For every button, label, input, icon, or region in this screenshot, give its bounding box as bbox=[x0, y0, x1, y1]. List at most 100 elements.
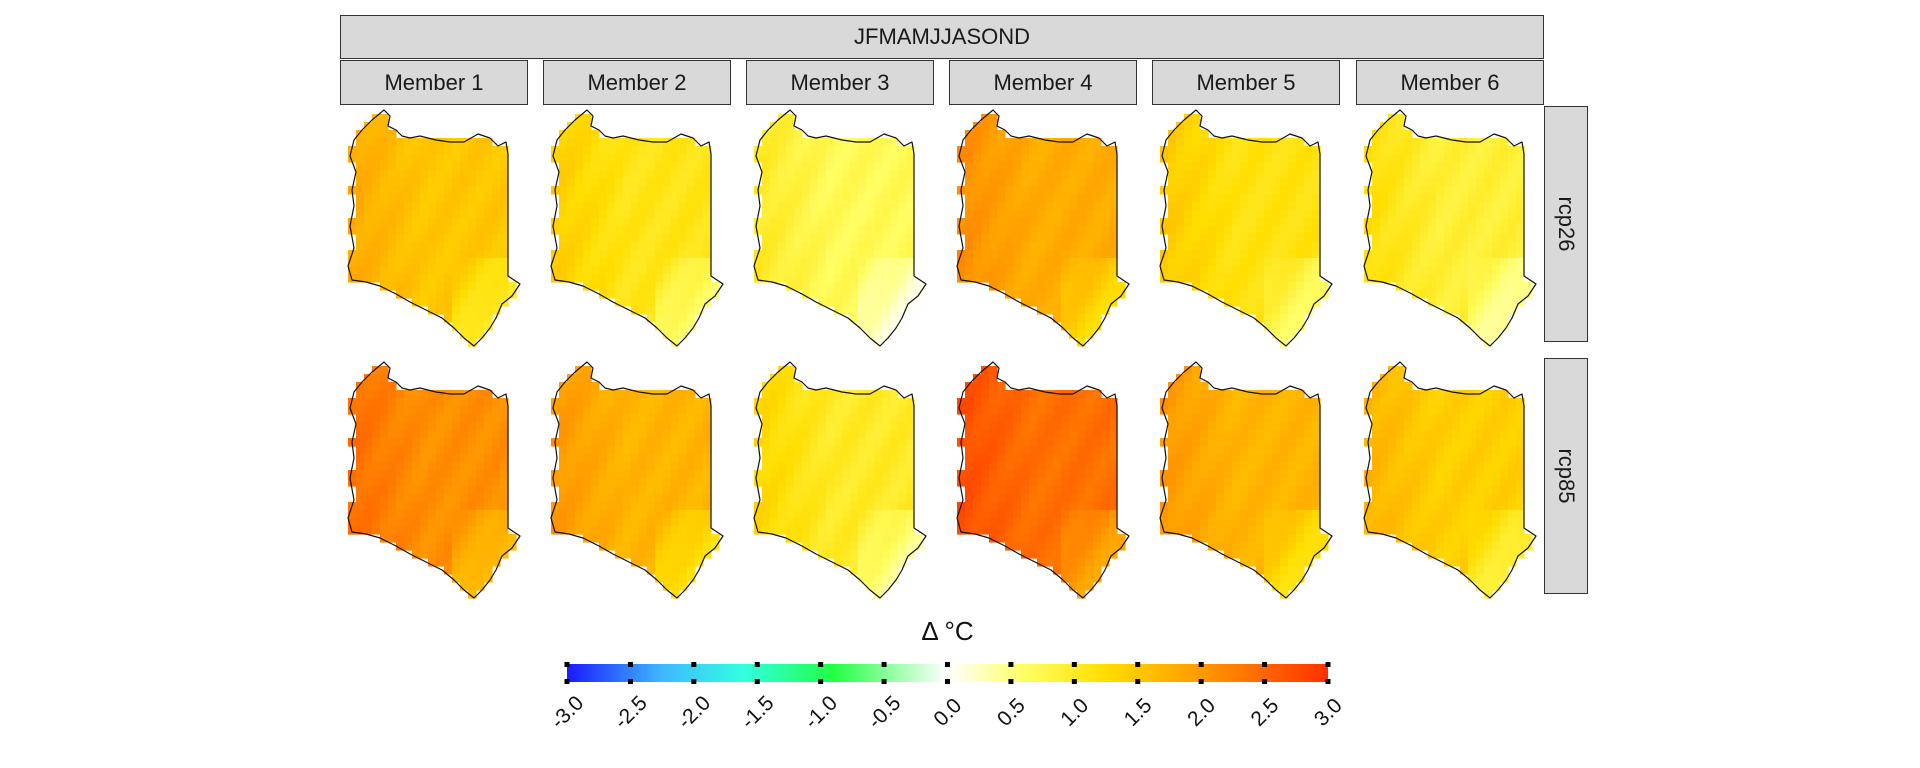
map-cell bbox=[957, 518, 966, 527]
map-cell bbox=[1224, 226, 1233, 235]
map-cell bbox=[687, 526, 696, 535]
map-cell bbox=[404, 494, 413, 503]
map-cell bbox=[1444, 226, 1453, 235]
map-cell bbox=[687, 462, 696, 471]
map-cell bbox=[671, 266, 680, 275]
map-cell bbox=[412, 138, 421, 147]
map-cell bbox=[404, 234, 413, 243]
map-cell bbox=[1312, 218, 1321, 227]
map-cell bbox=[404, 470, 413, 479]
map-cell bbox=[770, 250, 779, 259]
map-cell bbox=[1085, 250, 1094, 259]
map-cell bbox=[615, 406, 624, 415]
map-cell bbox=[1304, 454, 1313, 463]
map-cell bbox=[874, 574, 883, 583]
map-cell bbox=[1508, 422, 1517, 431]
map-cell bbox=[981, 438, 990, 447]
map-cell bbox=[1492, 438, 1501, 447]
map-cells bbox=[754, 366, 923, 599]
map-cell bbox=[973, 226, 982, 235]
map-cell bbox=[1069, 470, 1078, 479]
map-cell bbox=[388, 518, 397, 527]
map-cell bbox=[770, 398, 779, 407]
map-cell bbox=[1436, 446, 1445, 455]
map-cell bbox=[1508, 194, 1517, 203]
map-cell bbox=[639, 486, 648, 495]
map-cell bbox=[1029, 234, 1038, 243]
map-cell bbox=[965, 178, 974, 187]
map-cell bbox=[762, 162, 771, 171]
map-cell bbox=[1436, 146, 1445, 155]
map-cell bbox=[1093, 202, 1102, 211]
map-cell bbox=[444, 518, 453, 527]
map-cell bbox=[436, 526, 445, 535]
map-cell bbox=[583, 218, 592, 227]
map-cells bbox=[754, 114, 923, 347]
map-cell bbox=[1272, 282, 1281, 291]
map-cell bbox=[1021, 298, 1030, 307]
map-cell bbox=[372, 138, 381, 147]
map-cell bbox=[997, 422, 1006, 431]
map-cell bbox=[1013, 154, 1022, 163]
map-cell bbox=[858, 518, 867, 527]
map-cell bbox=[858, 470, 867, 479]
map-cell bbox=[1085, 258, 1094, 267]
map-cell bbox=[850, 558, 859, 567]
map-cell bbox=[679, 406, 688, 415]
map-cell bbox=[906, 154, 915, 163]
map-cell bbox=[906, 486, 915, 495]
map-cell bbox=[786, 202, 795, 211]
map-cell bbox=[1117, 290, 1126, 299]
map-cell bbox=[1516, 406, 1525, 415]
map-cell bbox=[599, 486, 608, 495]
map-cell bbox=[1224, 542, 1233, 551]
map-cell bbox=[794, 250, 803, 259]
map-cell bbox=[1013, 486, 1022, 495]
map-cell bbox=[420, 478, 429, 487]
map-cell bbox=[647, 154, 656, 163]
map-cell bbox=[1372, 486, 1381, 495]
map-cell bbox=[615, 390, 624, 399]
map-cell bbox=[1428, 454, 1437, 463]
map-cell bbox=[842, 298, 851, 307]
map-cell bbox=[1200, 250, 1209, 259]
map-cell bbox=[1069, 510, 1078, 519]
map-cell bbox=[1484, 390, 1493, 399]
map-cell bbox=[1272, 258, 1281, 267]
map-cell bbox=[468, 194, 477, 203]
map-cell bbox=[1256, 526, 1265, 535]
map-cell bbox=[647, 422, 656, 431]
map-cell bbox=[567, 194, 576, 203]
map-cell bbox=[492, 178, 501, 187]
map-cell bbox=[356, 266, 365, 275]
map-cell bbox=[687, 390, 696, 399]
map-cell bbox=[973, 422, 982, 431]
map-cell bbox=[1412, 242, 1421, 251]
map-cell bbox=[890, 218, 899, 227]
map-cell bbox=[1396, 218, 1405, 227]
map-cell bbox=[1021, 146, 1030, 155]
map-cell bbox=[372, 366, 381, 375]
map-cell bbox=[364, 422, 373, 431]
map-cell bbox=[818, 502, 827, 511]
map-cell bbox=[420, 226, 429, 235]
map-cell bbox=[1288, 406, 1297, 415]
map-cell bbox=[786, 414, 795, 423]
map-cell bbox=[679, 178, 688, 187]
map-cell bbox=[1200, 194, 1209, 203]
map-cell bbox=[1005, 266, 1014, 275]
map-cell bbox=[615, 186, 624, 195]
map-cell bbox=[1468, 178, 1477, 187]
map-cell bbox=[551, 266, 560, 275]
map-cell bbox=[444, 202, 453, 211]
map-cell bbox=[567, 138, 576, 147]
map-cell bbox=[850, 250, 859, 259]
map-cell bbox=[1264, 454, 1273, 463]
map-cell bbox=[679, 298, 688, 307]
map-cell bbox=[874, 298, 883, 307]
map-cell bbox=[1312, 398, 1321, 407]
map-cell bbox=[679, 462, 688, 471]
map-cell bbox=[1069, 314, 1078, 323]
map-cell bbox=[1484, 330, 1493, 339]
map-cell bbox=[1484, 454, 1493, 463]
